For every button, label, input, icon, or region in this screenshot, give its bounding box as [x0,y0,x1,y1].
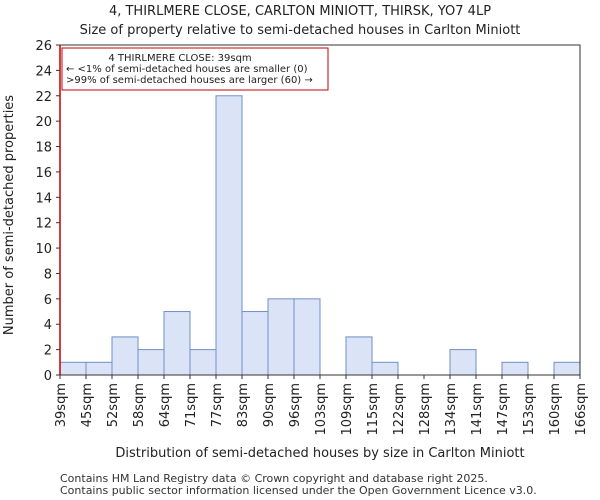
bar-147sqm [501,361,529,376]
y-tick-label: 14 [35,191,52,206]
x-tick-label: 141sqm [470,383,485,436]
bar-39sqm [59,361,87,376]
y-tick-label: 24 [35,64,52,79]
y-tick-label: 0 [44,369,52,384]
bar-109sqm [345,336,373,376]
bars-group [59,95,581,376]
y-tick-label: 12 [35,217,52,232]
bar-115sqm [371,361,399,376]
chart-title: 4, THIRLMERE CLOSE, CARLTON MINIOTT, THI… [109,4,491,19]
x-tick-label: 134sqm [444,383,459,436]
x-axis-label: Distribution of semi-detached houses by … [115,446,524,461]
bar-96sqm [293,298,321,376]
bar-58sqm [137,349,165,376]
y-axis-label: Number of semi-detached properties [2,95,17,335]
y-tick-label: 10 [35,242,52,257]
x-tick-label: 58sqm [132,383,147,427]
y-tick-label: 16 [35,166,52,181]
annotation-line-3: >99% of semi-detached houses are larger … [66,75,313,86]
bar-52sqm [111,336,139,376]
x-tick-label: 103sqm [314,383,329,436]
x-tick-label: 160sqm [548,383,563,436]
y-tick-label: 20 [35,115,52,130]
bar-90sqm [267,298,295,376]
x-tick-label: 71sqm [184,383,199,427]
x-tick-label: 109sqm [340,383,355,436]
x-tick-label: 122sqm [392,383,407,436]
x-tick-label: 96sqm [288,383,303,427]
x-tick-label: 166sqm [574,383,589,436]
x-tick-label: 64sqm [158,383,173,427]
bar-134sqm [449,349,477,376]
bar-77sqm [215,95,243,376]
x-tick-label: 128sqm [418,383,433,436]
chart-subtitle: Size of property relative to semi-detach… [80,23,521,38]
y-tick-label: 2 [44,344,52,359]
footer-line-2: Contains public sector information licen… [60,484,537,497]
y-tick-label: 4 [44,318,52,333]
annotation-line-1: 4 THIRLMERE CLOSE: 39sqm [108,53,251,64]
x-tick-label: 115sqm [366,383,381,436]
x-tick-label: 77sqm [210,383,225,427]
bar-71sqm [189,349,217,376]
bar-83sqm [241,311,269,376]
annotation-box: 4 THIRLMERE CLOSE: 39sqm ← <1% of semi-d… [61,47,329,91]
bar-64sqm [163,311,191,376]
x-tick-label: 147sqm [496,383,511,436]
x-tick-label: 83sqm [236,383,251,427]
x-tick-label: 90sqm [262,383,277,427]
x-tick-label: 39sqm [54,383,69,427]
x-ticks: 39sqm 45sqm 52sqm 58sqm 64sqm 71sqm 77sqm 83sqm… [54,375,589,436]
annotation-frame [61,47,329,91]
x-tick-label: 153sqm [522,383,537,436]
footer-line-1: Contains HM Land Registry data © Crown c… [60,472,488,485]
annotation-line-2: ← <1% of semi-detached houses are smalle… [66,64,308,75]
y-tick-label: 18 [35,141,52,156]
y-tick-label: 8 [44,267,52,282]
y-tick-label: 22 [35,90,52,105]
y-tick-label: 26 [35,39,52,54]
y-tick-label: 6 [44,293,52,308]
bar-160sqm [553,361,581,376]
x-tick-label: 52sqm [106,383,121,427]
bar-45sqm [85,361,113,376]
x-tick-label: 45sqm [80,383,95,427]
